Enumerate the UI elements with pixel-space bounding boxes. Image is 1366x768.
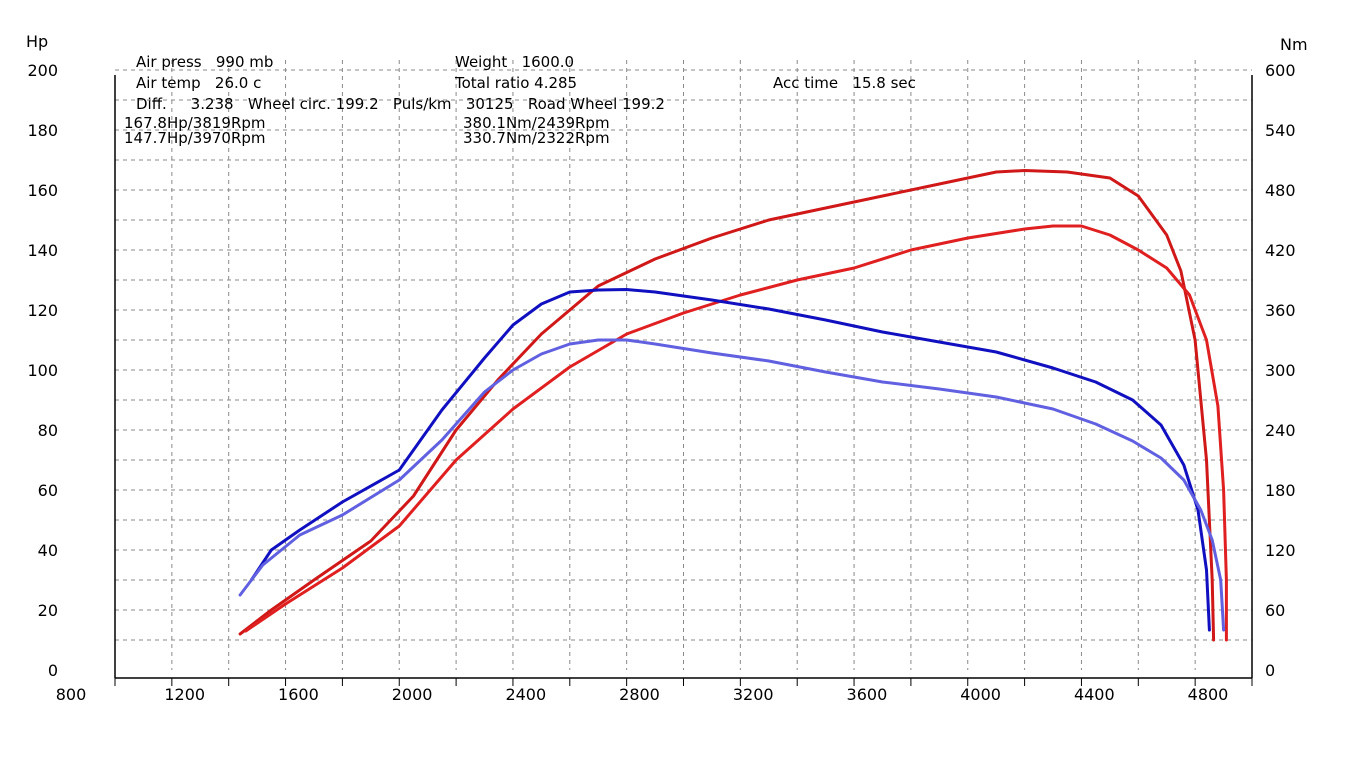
left-axis-title: Hp xyxy=(26,32,48,51)
x-tick-label: 3200 xyxy=(733,685,774,704)
right-tick-label: 480 xyxy=(1265,181,1296,200)
total-ratio-text: Total ratio 4.285 xyxy=(454,74,577,92)
x-tick-label: 2000 xyxy=(392,685,433,704)
right-axis-title: Nm xyxy=(1280,35,1308,54)
x-tick-label: 800 xyxy=(56,685,87,704)
power-peak-2: 147.7Hp/3970Rpm xyxy=(124,129,266,147)
right-tick-label: 360 xyxy=(1265,301,1296,320)
left-tick-label: 120 xyxy=(27,301,58,320)
right-tick-label: 0 xyxy=(1265,661,1275,680)
x-tick-label: 2400 xyxy=(505,685,546,704)
x-tick-label: 4800 xyxy=(1188,685,1229,704)
left-tick-label: 160 xyxy=(27,181,58,200)
x-tick-labels: 800 1200 1600 2000 2400 2800 3200 3600 4000 4400 4… xyxy=(56,685,1229,704)
right-tick-label: 240 xyxy=(1265,421,1296,440)
peak-labels: 167.8Hp/3819Rpm 147.7Hp/3970Rpm 380.1Nm/… xyxy=(124,114,610,147)
left-tick-label: 0 xyxy=(48,661,58,680)
left-tick-label: 140 xyxy=(27,241,58,260)
weight-text: Weight 1600.0 xyxy=(455,53,574,71)
left-tick-label: 100 xyxy=(27,361,58,380)
x-tick-label: 4400 xyxy=(1074,685,1115,704)
left-tick-label: 40 xyxy=(38,541,58,560)
left-tick-label: 200 xyxy=(27,61,58,80)
series-line-3 xyxy=(249,288,1211,632)
grid xyxy=(115,60,1252,670)
series-line-2 xyxy=(244,224,1228,642)
series-line-4 xyxy=(238,338,1226,632)
right-tick-labels: 0 60 120 180 240 300 360 420 480 540 600 xyxy=(1265,61,1296,680)
series xyxy=(238,169,1228,642)
air-temp-text: Air temp 26.0 c xyxy=(136,74,261,92)
left-tick-labels: 0 20 40 60 80 100 120 140 160 180 200 xyxy=(27,61,58,680)
acc-time-text: Acc time 15.8 sec xyxy=(773,74,916,92)
right-tick-label: 180 xyxy=(1265,481,1296,500)
left-tick-label: 20 xyxy=(38,601,58,620)
axes xyxy=(114,75,1253,686)
right-tick-label: 60 xyxy=(1265,601,1285,620)
left-tick-label: 60 xyxy=(38,481,58,500)
info-block: Air press 990 mb Air temp 26.0 c Diff. 3… xyxy=(136,53,916,113)
power-peak-1: 167.8Hp/3819Rpm xyxy=(124,114,266,132)
x-tick-label: 4000 xyxy=(960,685,1001,704)
x-tick-label: 1600 xyxy=(278,685,319,704)
x-tick-label: 1200 xyxy=(164,685,205,704)
right-tick-label: 120 xyxy=(1265,541,1296,560)
left-tick-label: 80 xyxy=(38,421,58,440)
series-line-1 xyxy=(238,169,1216,642)
right-tick-label: 420 xyxy=(1265,241,1296,260)
x-tick-label: 3600 xyxy=(847,685,888,704)
torque-peak-1: 380.1Nm/2439Rpm xyxy=(463,114,610,132)
diff-line-text: Diff. 3.238 Wheel circ. 199.2 Puls/km 30… xyxy=(136,95,665,113)
left-tick-label: 180 xyxy=(27,121,58,140)
right-tick-label: 600 xyxy=(1265,61,1296,80)
torque-peak-2: 330.7Nm/2322Rpm xyxy=(463,129,610,147)
right-tick-label: 540 xyxy=(1265,121,1296,140)
air-press-text: Air press 990 mb xyxy=(136,53,273,71)
x-tick-label: 2800 xyxy=(619,685,660,704)
right-tick-label: 300 xyxy=(1265,361,1296,380)
